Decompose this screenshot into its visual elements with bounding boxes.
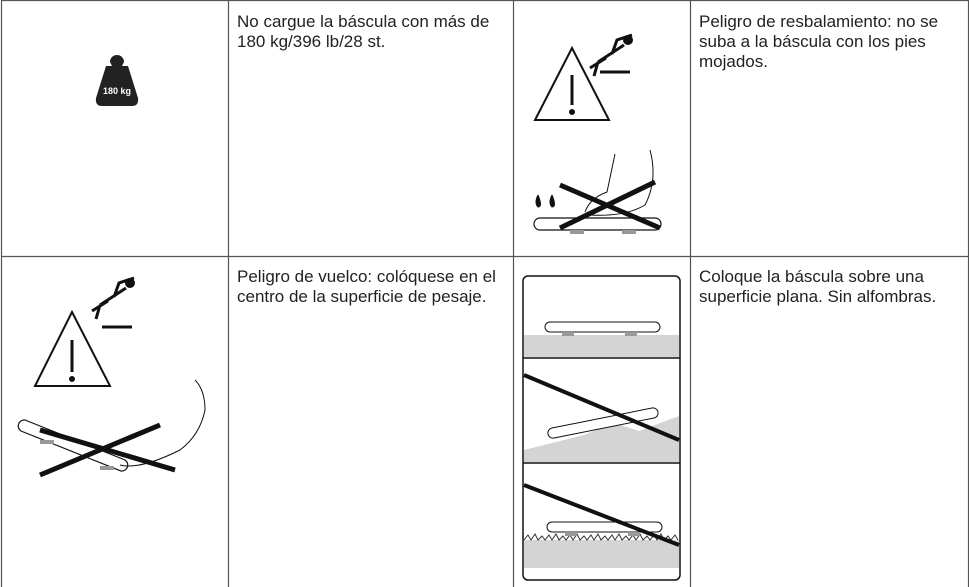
slip-warning-icon bbox=[533, 33, 662, 234]
weight-icon: 180 kg bbox=[95, 55, 139, 106]
warning-text: No cargue la báscula con más de 180 kg/3… bbox=[237, 12, 490, 51]
weight-label: 180 kg bbox=[103, 86, 131, 96]
warning-text: Peligro de vuelco: colóquese en el centr… bbox=[237, 267, 496, 306]
warning-text: Peligro de resbalamiento: no se suba a l… bbox=[699, 12, 939, 71]
surface-panels bbox=[522, 275, 681, 581]
warning-text: Coloque la báscula sobre una superficie … bbox=[699, 267, 937, 306]
tip-warning-icon bbox=[17, 276, 206, 478]
